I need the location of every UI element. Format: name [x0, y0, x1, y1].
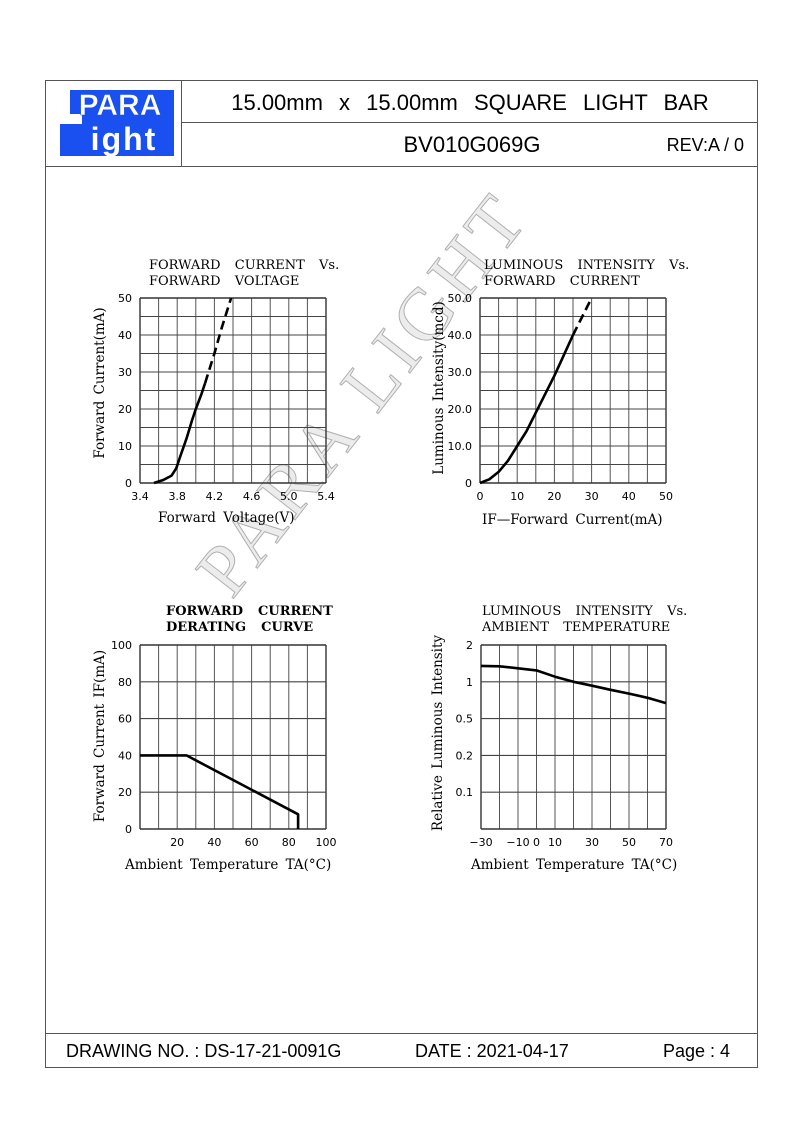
- chart1-xlabel: Forward Voltage(V): [158, 510, 295, 526]
- series-line-measured: [479, 334, 575, 485]
- y-tick-label: 20: [118, 403, 132, 416]
- para-light-logo: PARA ight: [60, 89, 174, 156]
- y-tick-label: 0: [125, 477, 132, 490]
- chart-3: 20 40 60 80 100 0 20 40 60 80 100: [111, 639, 337, 849]
- part-number: BV010G069G: [403, 132, 541, 157]
- series-line-extrapolated: [203, 297, 233, 384]
- y-tick-label: 60: [118, 713, 132, 726]
- y-tick-label: 50.0: [448, 292, 473, 305]
- x-tick-label: 50: [659, 490, 673, 503]
- svg-text:ight: ight: [91, 121, 158, 156]
- y-tick-label: 40.0: [448, 329, 473, 342]
- x-tick-label: 50: [622, 836, 636, 849]
- x-tick-label: 30: [585, 490, 599, 503]
- chart1-title: FORWARD CURRENT Vs. FORWARD VOLTAGE: [149, 258, 340, 289]
- x-tick-label: 10: [548, 836, 562, 849]
- drawing-number: DRAWING NO. : DS-17-21-0091G: [66, 1041, 342, 1061]
- x-tick-label: 0: [533, 836, 540, 849]
- y-tick-label: 50: [118, 292, 132, 305]
- y-tick-label: 30: [118, 366, 132, 379]
- y-tick-label: 0.2: [456, 749, 474, 762]
- y-tick-label: 40: [118, 329, 132, 342]
- page-frame: [45, 80, 758, 1068]
- divider: [45, 1033, 758, 1034]
- series-line-measured: [153, 382, 207, 485]
- x-tick-label: 10: [510, 490, 524, 503]
- y-tick-label: 0.1: [456, 786, 474, 799]
- y-tick-label: 100: [111, 639, 132, 652]
- y-tick-label: 10.0: [448, 440, 473, 453]
- y-tick-label: 20: [118, 786, 132, 799]
- chart-2: 0 10 20 30 40 50 0 10.0 20.0 30.0 40.0 50.0: [448, 292, 674, 503]
- y-tick-label: 0.5: [456, 713, 474, 726]
- chart-4: −30 −10 0 10 30 50 70 0.1 0.2 0.5 1 2: [456, 639, 674, 849]
- divider: [181, 80, 182, 166]
- chart4-xlabel: Ambient Temperature TA(°C): [471, 857, 678, 873]
- x-tick-label: −30: [469, 836, 492, 849]
- x-tick-label: −10: [506, 836, 529, 849]
- series-line-derating: [140, 754, 300, 829]
- y-tick-label: 2: [466, 639, 473, 652]
- y-tick-label: 0: [125, 823, 132, 836]
- x-tick-label: 100: [316, 836, 337, 849]
- y-tick-label: 1: [466, 676, 473, 689]
- x-tick-label: 3.4: [131, 490, 149, 503]
- series-line-extrapolated: [571, 297, 593, 336]
- y-tick-label: 20.0: [448, 403, 473, 416]
- y-tick-label: 30.0: [448, 366, 473, 379]
- series-line-relative-intensity: [480, 664, 667, 705]
- x-tick-label: 4.2: [206, 490, 224, 503]
- product-title: 15.00mm x 15.00mm SQUARE LIGHT BAR: [231, 90, 709, 115]
- x-tick-label: 30: [585, 836, 599, 849]
- divider: [181, 122, 758, 123]
- x-tick-label: 5.0: [280, 490, 298, 503]
- chart-1: 3.4 3.8 4.2 4.6 5.0 5.4 0 10 20 30 40 50: [118, 292, 335, 503]
- chart3-xlabel: Ambient Temperature TA(°C): [125, 857, 332, 873]
- x-tick-label: 80: [282, 836, 296, 849]
- x-tick-label: 3.8: [168, 490, 186, 503]
- chart3-title: FORWARD CURRENT DERATING CURVE: [166, 604, 333, 635]
- y-tick-label: 80: [118, 676, 132, 689]
- x-tick-label: 5.4: [317, 490, 335, 503]
- chart4-title: LUMINOUS INTENSITY Vs. AMBIENT TEMPERATU…: [482, 604, 688, 635]
- revision: REV:A / 0: [666, 135, 744, 155]
- y-tick-label: 40: [118, 749, 132, 762]
- page-number: Page : 4: [663, 1041, 731, 1061]
- chart2-xlabel: IF—Forward Current(mA): [482, 512, 663, 528]
- divider: [45, 166, 758, 167]
- chart2-title: LUMINOUS INTENSITY Vs. FORWARD CURRENT: [484, 258, 690, 289]
- x-tick-label: 20: [170, 836, 184, 849]
- date: DATE : 2021-04-17: [415, 1041, 569, 1061]
- y-tick-label: 0: [465, 477, 472, 490]
- x-tick-label: 40: [622, 490, 636, 503]
- y-tick-label: 10: [118, 440, 132, 453]
- svg-text:PARA: PARA: [79, 89, 162, 122]
- x-tick-label: 20: [547, 490, 561, 503]
- x-tick-label: 60: [245, 836, 259, 849]
- x-tick-label: 0: [477, 490, 484, 503]
- x-tick-label: 4.6: [243, 490, 261, 503]
- x-tick-label: 40: [207, 836, 221, 849]
- x-tick-label: 70: [659, 836, 673, 849]
